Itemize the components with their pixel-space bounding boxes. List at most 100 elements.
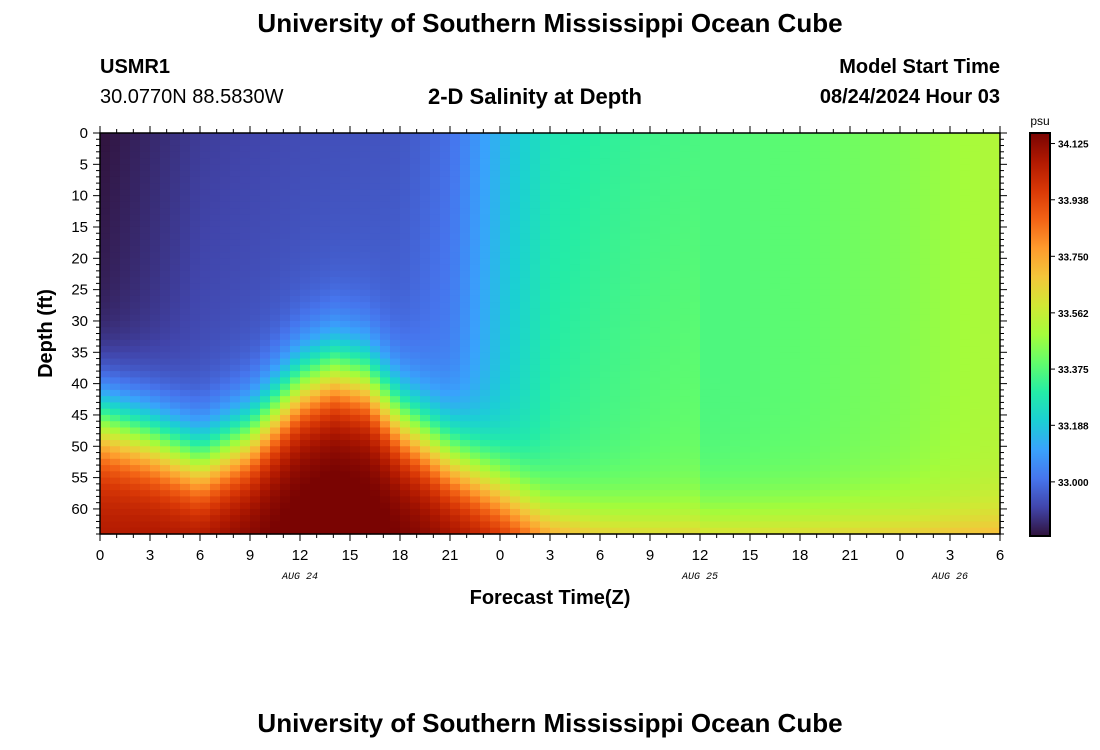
heatmap-cell	[270, 176, 281, 184]
heatmap-cell	[170, 490, 181, 498]
heatmap-cell	[650, 233, 661, 241]
heatmap-cell	[270, 226, 281, 234]
heatmap-cell	[220, 358, 231, 366]
heatmap-cell	[830, 433, 841, 441]
heatmap-cell	[100, 427, 111, 435]
heatmap-cell	[220, 226, 231, 234]
heatmap-cell	[500, 389, 511, 397]
heatmap-cell	[740, 521, 751, 529]
heatmap-cell	[670, 226, 681, 234]
heatmap-cell	[460, 452, 471, 460]
heatmap-cell	[760, 245, 771, 253]
heatmap-cell	[370, 471, 381, 479]
heatmap-cell	[490, 289, 501, 297]
heatmap-cell	[360, 402, 371, 410]
heatmap-cell	[780, 189, 791, 197]
heatmap-cell	[120, 164, 131, 172]
heatmap-cell	[520, 339, 531, 347]
heatmap-cell	[570, 346, 581, 353]
heatmap-cell	[560, 477, 571, 485]
heatmap-cell	[660, 295, 671, 303]
heatmap-cell	[390, 427, 401, 435]
heatmap-cell	[240, 358, 251, 366]
heatmap-cell	[620, 515, 631, 523]
heatmap-cell	[830, 471, 841, 479]
heatmap-cell	[640, 471, 651, 479]
heatmap-cell	[850, 421, 861, 429]
heatmap-cell	[710, 264, 721, 272]
heatmap-cell	[400, 327, 411, 335]
heatmap-cell	[790, 164, 801, 172]
heatmap-cell	[100, 402, 111, 410]
heatmap-cell	[550, 314, 561, 322]
heatmap-cell	[810, 239, 821, 247]
heatmap-cell	[280, 527, 291, 535]
heatmap-cell	[260, 226, 271, 234]
heatmap-cell	[510, 139, 521, 147]
heatmap-cell	[770, 226, 781, 234]
heatmap-cell	[710, 158, 721, 165]
heatmap-cell	[710, 527, 721, 535]
heatmap-cell	[410, 371, 421, 378]
heatmap-cell	[870, 295, 881, 303]
heatmap-cell	[640, 302, 651, 310]
page-title: University of Southern Mississippi Ocean…	[257, 8, 843, 38]
heatmap-cell	[360, 440, 371, 447]
heatmap-cell	[760, 176, 771, 184]
heatmap-cell	[620, 402, 631, 410]
heatmap-cell	[500, 414, 511, 422]
heatmap-cell	[790, 508, 801, 516]
heatmap-cell	[310, 189, 321, 197]
heatmap-cell	[140, 383, 151, 391]
heatmap-cell	[370, 176, 381, 184]
heatmap-cell	[690, 389, 701, 397]
heatmap-cell	[330, 164, 341, 172]
heatmap-cell	[230, 327, 241, 335]
heatmap-cell	[690, 346, 701, 353]
heatmap-cell	[450, 408, 461, 416]
heatmap-cell	[610, 320, 621, 328]
heatmap-cell	[750, 496, 761, 504]
heatmap-cell	[420, 264, 431, 272]
heatmap-cell	[370, 302, 381, 310]
heatmap-cell	[360, 208, 371, 216]
heatmap-cell	[690, 176, 701, 184]
heatmap-cell	[520, 158, 531, 165]
heatmap-cell	[590, 170, 601, 178]
heatmap-cell	[520, 396, 531, 404]
heatmap-cell	[180, 327, 191, 335]
heatmap-cell	[380, 201, 391, 209]
heatmap-cell	[150, 433, 161, 441]
heatmap-cell	[390, 333, 401, 341]
heatmap-cell	[330, 214, 341, 222]
heatmap-cell	[680, 527, 691, 535]
heatmap-cell	[270, 458, 281, 466]
heatmap-cell	[770, 258, 781, 266]
heatmap-cell	[770, 214, 781, 222]
heatmap-cell	[420, 333, 431, 341]
heatmap-cell	[100, 201, 111, 209]
heatmap-cell	[110, 158, 121, 165]
heatmap-cell	[720, 402, 731, 410]
heatmap-cell	[700, 508, 711, 516]
heatmap-cell	[680, 270, 691, 278]
heatmap-cell	[470, 314, 481, 322]
heatmap-cell	[870, 377, 881, 385]
heatmap-cell	[440, 471, 451, 479]
heatmap-cell	[710, 421, 721, 429]
heatmap-cell	[280, 245, 291, 253]
heatmap-cell	[580, 471, 591, 479]
heatmap-cell	[740, 452, 751, 460]
heatmap-cell	[730, 308, 741, 316]
heatmap-cell	[850, 502, 861, 510]
heatmap-cell	[590, 277, 601, 284]
heatmap-cell	[510, 483, 521, 491]
heatmap-cell	[450, 508, 461, 516]
heatmap-cell	[330, 170, 341, 178]
heatmap-cell	[430, 270, 441, 278]
heatmap-cell	[110, 139, 121, 147]
heatmap-cell	[390, 458, 401, 466]
heatmap-cell	[180, 364, 191, 372]
heatmap-cell	[410, 427, 421, 435]
heatmap-cell	[460, 414, 471, 422]
